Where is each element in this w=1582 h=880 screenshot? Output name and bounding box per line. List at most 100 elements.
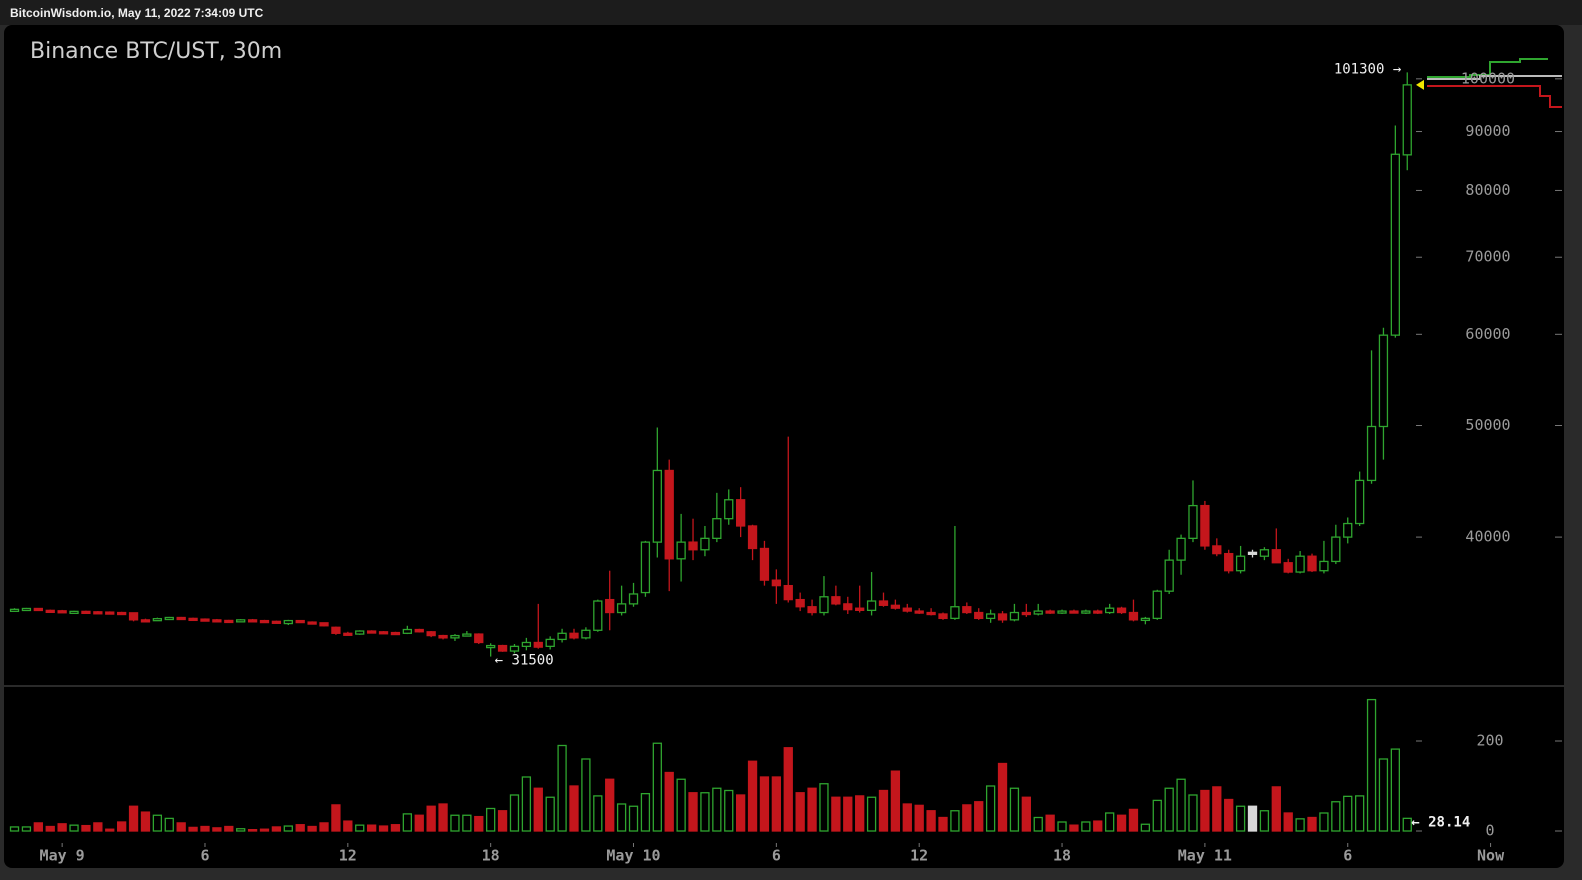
volume-bar xyxy=(997,762,1008,832)
annotation: 101300 → xyxy=(1334,61,1401,77)
volume-bar xyxy=(69,824,79,832)
x-tick-label: 12 xyxy=(339,847,357,865)
candle-body xyxy=(93,611,103,615)
candle-body xyxy=(771,579,782,587)
volume-bar xyxy=(652,742,662,832)
volume-bar xyxy=(545,796,555,832)
volume-bar xyxy=(724,789,734,832)
volume-bar xyxy=(950,810,960,832)
candle-body xyxy=(200,618,210,622)
volume-bar xyxy=(605,778,615,832)
candle-body xyxy=(1140,617,1151,622)
x-tick-label: 12 xyxy=(910,847,928,865)
volume-bar xyxy=(402,813,412,832)
volume-bar xyxy=(247,829,258,832)
volume-bar xyxy=(271,826,282,832)
candle-body xyxy=(1390,153,1400,336)
volume-bar xyxy=(390,824,401,832)
candle-body xyxy=(307,621,317,625)
header-text: BitcoinWisdom.io, May 11, 2022 7:34:09 U… xyxy=(10,6,264,20)
volume-bar xyxy=(1212,786,1222,832)
volume-bar xyxy=(616,803,627,832)
volume-bar xyxy=(105,828,115,832)
volume-bar xyxy=(902,803,912,832)
x-tick-label: 18 xyxy=(1053,847,1071,865)
volume-bar xyxy=(985,785,996,832)
volume-bar xyxy=(1390,748,1400,832)
candle-body xyxy=(1307,555,1317,572)
volume-bar xyxy=(1105,812,1115,832)
volume-bar xyxy=(807,787,817,832)
candle-body xyxy=(712,518,722,539)
candle-body xyxy=(1247,551,1258,555)
volume-bar xyxy=(700,792,710,832)
volume-bar xyxy=(676,778,686,832)
candle-body xyxy=(105,611,115,615)
volume-bar xyxy=(295,824,305,832)
candle-body xyxy=(724,499,734,520)
candle-body xyxy=(962,606,972,614)
candle-body xyxy=(45,609,55,614)
candle-body xyxy=(1319,560,1329,572)
volume-bar xyxy=(890,770,901,832)
candle-body xyxy=(1331,536,1341,563)
candle-body xyxy=(1366,425,1377,482)
candle-body xyxy=(997,613,1008,621)
volume-bar xyxy=(1319,812,1329,832)
volume-bar xyxy=(1057,821,1067,832)
volume-bar xyxy=(57,823,67,832)
volume-bar xyxy=(426,805,436,832)
candle-body xyxy=(9,608,20,612)
annotation: ← 28.14 xyxy=(1411,814,1470,830)
volume-bar xyxy=(1188,794,1198,832)
candle-body xyxy=(628,593,639,605)
candle-body xyxy=(605,598,615,614)
candle-body xyxy=(866,600,877,612)
candle-body xyxy=(1200,504,1210,547)
candle-body xyxy=(271,620,282,624)
volume-bar xyxy=(831,796,841,832)
volume-bar xyxy=(81,824,91,832)
candle-body xyxy=(557,632,567,641)
volume-bar xyxy=(962,804,972,832)
volume-bar xyxy=(1235,805,1246,832)
volume-bar xyxy=(1033,816,1043,832)
candle-body xyxy=(152,618,163,622)
candle-body xyxy=(926,611,936,616)
volume-bar xyxy=(795,792,805,832)
x-tick-label: May 11 xyxy=(1178,847,1232,865)
x-tick-label: May 10 xyxy=(606,847,660,865)
candle-body xyxy=(474,633,484,644)
volume-bar xyxy=(283,825,293,832)
y-tick-label: 60000 xyxy=(1465,325,1510,343)
volume-bar xyxy=(1366,698,1377,832)
volume-bar xyxy=(1045,814,1055,832)
candle-body xyxy=(462,633,472,637)
volume-bar xyxy=(521,776,532,832)
candle-body xyxy=(688,541,698,551)
volume-bar xyxy=(378,825,389,832)
volume-bar xyxy=(664,771,674,832)
candle-body xyxy=(1081,610,1091,614)
volume-bar xyxy=(236,828,246,832)
candle-body xyxy=(81,610,91,615)
candle-body xyxy=(319,622,329,627)
volume-bar xyxy=(581,758,591,832)
candle-body xyxy=(890,604,901,609)
candle-body xyxy=(283,619,293,625)
candle-body xyxy=(950,606,960,620)
candle-body xyxy=(1116,607,1127,614)
y-tick-label: 50000 xyxy=(1465,416,1510,434)
volume-bar xyxy=(462,814,472,832)
candle-body xyxy=(450,634,460,639)
candle-body xyxy=(795,598,805,608)
top-bar: BitcoinWisdom.io, May 11, 2022 7:34:09 U… xyxy=(0,0,1582,25)
volume-bar xyxy=(1283,812,1293,832)
volume-bar xyxy=(9,826,20,832)
volume-bar xyxy=(1200,789,1210,832)
volume-tick-label: 200 xyxy=(1476,732,1503,750)
candle-body xyxy=(1152,590,1162,620)
candle-body xyxy=(735,499,746,527)
volume-bar xyxy=(1176,778,1186,832)
